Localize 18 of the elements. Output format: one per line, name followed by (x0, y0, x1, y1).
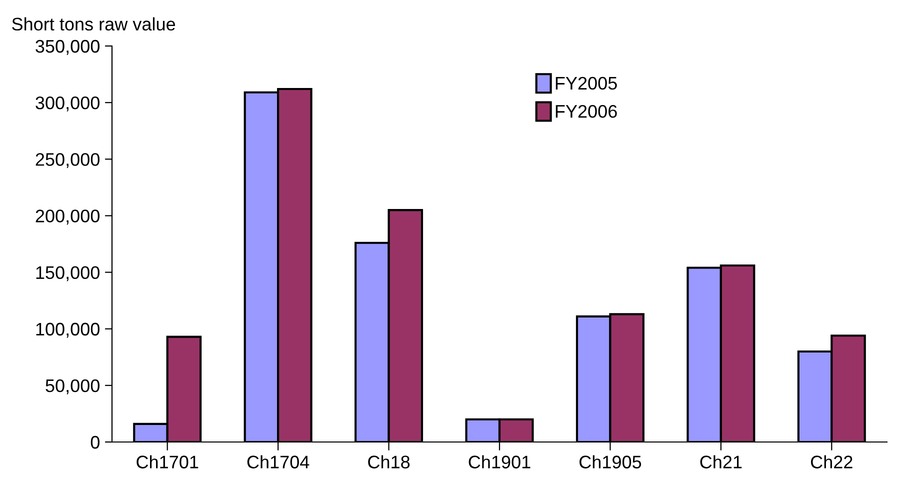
y-tick-label: 100,000 (36, 322, 100, 338)
y-tick-label: 350,000 (36, 40, 100, 55)
y-tick-label: 300,000 (36, 96, 100, 112)
x-tick-label: Ch1701 (136, 455, 198, 468)
y-tick-label: 150,000 (36, 266, 100, 282)
y-tick-label: 50,000 (46, 379, 100, 394)
legend-label: FY2005 (556, 76, 617, 90)
x-tick-label: Ch21 (700, 455, 742, 468)
x-tick-label: Ch18 (368, 455, 410, 468)
y-axis-title: Short tons raw value (12, 17, 176, 31)
x-tick-label: Ch1905 (580, 455, 642, 468)
y-tick-label: 0 (90, 436, 100, 449)
y-tick-label: 250,000 (36, 153, 100, 168)
y-tick-label: 200,000 (36, 210, 100, 225)
legend-label: FY2006 (556, 104, 617, 118)
x-tick-label: Ch1704 (247, 455, 310, 468)
x-tick-label: Ch1901 (468, 455, 530, 468)
x-tick-label: Ch22 (810, 455, 852, 468)
